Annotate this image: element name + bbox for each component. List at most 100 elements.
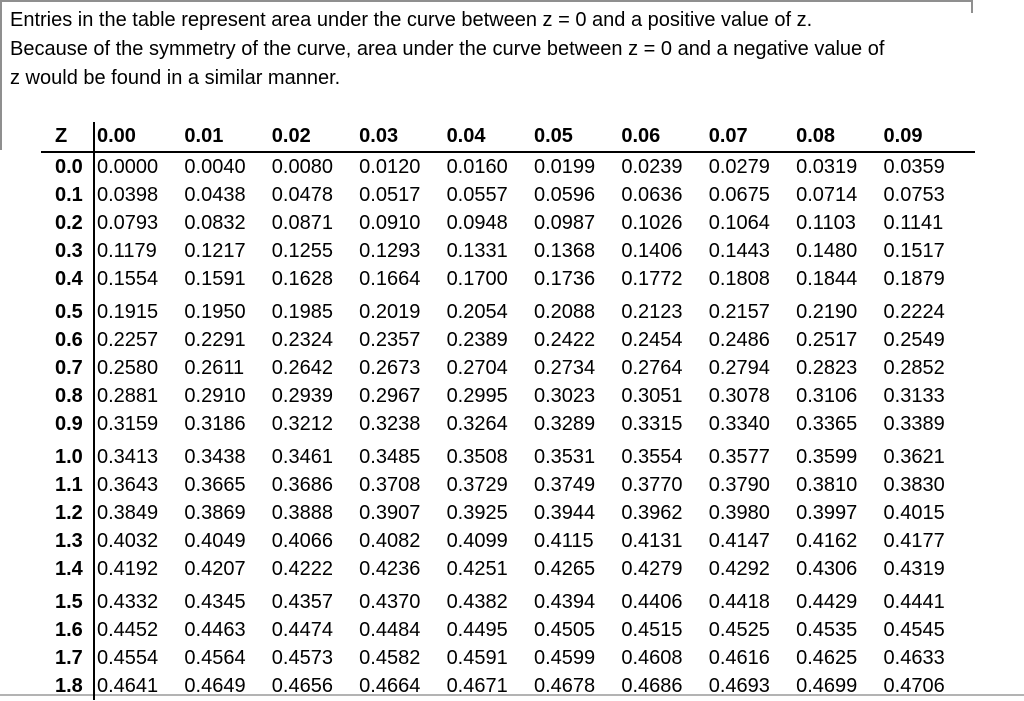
area-value-cell: 0.0675: [708, 184, 770, 206]
area-value-cell: 0.2823: [796, 357, 858, 379]
area-value-cell: 0.3365: [796, 413, 858, 435]
area-value-cell: 0.2454: [621, 329, 683, 351]
z-value-cell: 0.2: [55, 212, 83, 234]
table-row: 1.6 0.4452 0.4463 0.4474 0.4484 0.4495 0.4505 0…: [41, 616, 975, 644]
area-value-cell: 0.4394: [533, 591, 596, 613]
area-value-cell: 0.4236: [359, 558, 421, 580]
area-value-cell: 0.4162: [796, 530, 858, 552]
table-row-group: 1.0 0.3413 0.3438 0.3461 0.3485 0.3508 0.3531 0…: [41, 443, 975, 583]
area-value-cell: 0.1591: [184, 268, 246, 290]
area-value-cell: 0.1664: [359, 268, 421, 290]
z-value-cell: 0.0: [55, 156, 83, 178]
table-row: 0.7 0.2580 0.2611 0.2642 0.2673 0.2704 0.2734 0…: [41, 354, 975, 382]
area-value-cell: 0.4649: [184, 675, 246, 697]
frame-border-top-right-stub: [971, 0, 973, 13]
table-row: 1.0 0.3413 0.3438 0.3461 0.3485 0.3508 0.3531 0…: [41, 443, 975, 471]
area-value-cell: 0.3186: [184, 413, 246, 435]
column-header: 0.05: [533, 125, 573, 147]
area-value-cell: 0.4608: [621, 647, 683, 669]
z-value-cell: 1.7: [55, 647, 83, 669]
area-value-cell: 0.3962: [621, 502, 683, 524]
area-value-cell: 0.3554: [621, 446, 683, 468]
table-row: 0.5 0.1915 0.1950 0.1985 0.2019 0.2054 0.2088 0…: [41, 298, 975, 326]
area-value-cell: 0.4345: [184, 591, 246, 613]
area-value-cell: 0.0517: [359, 184, 421, 206]
area-value-cell: 0.4147: [708, 530, 770, 552]
area-value-cell: 0.4251: [446, 558, 508, 580]
area-value-cell: 0.4192: [97, 558, 159, 580]
column-header: 0.09: [883, 125, 923, 147]
area-value-cell: 0.3686: [271, 474, 333, 496]
area-value-cell: 0.0359: [883, 156, 945, 178]
area-value-cell: 0.1700: [446, 268, 508, 290]
column-header: 0.08: [796, 125, 836, 147]
area-value-cell: 0.3944: [533, 502, 596, 524]
area-value-cell: 0.1179: [97, 240, 157, 262]
area-value-cell: 0.3023: [533, 385, 596, 407]
area-value-cell: 0.3485: [359, 446, 421, 468]
column-header: 0.04: [446, 125, 486, 147]
area-value-cell: 0.1255: [271, 240, 333, 262]
area-value-cell: 0.3997: [796, 502, 858, 524]
area-value-cell: 0.3508: [446, 446, 508, 468]
table-row: 0.0 0.0000 0.0040 0.0080 0.0120 0.0160 0.0199 0…: [41, 153, 975, 181]
area-value-cell: 0.4699: [796, 675, 858, 697]
z-value-cell: 1.6: [55, 619, 83, 641]
column-header: 0.02: [271, 125, 311, 147]
area-value-cell: 0.3413: [97, 446, 159, 468]
z-value-cell: 1.5: [55, 591, 83, 613]
area-value-cell: 0.0714: [796, 184, 858, 206]
area-value-cell: 0.3643: [97, 474, 159, 496]
column-header: 0.00: [97, 125, 136, 147]
area-value-cell: 0.4049: [184, 530, 246, 552]
area-value-cell: 0.4591: [446, 647, 508, 669]
area-value-cell: 0.4564: [184, 647, 246, 669]
area-value-cell: 0.4656: [271, 675, 333, 697]
area-value-cell: 0.4554: [97, 647, 159, 669]
area-value-cell: 0.4686: [621, 675, 683, 697]
area-value-cell: 0.1064: [708, 212, 770, 234]
area-value-cell: 0.3289: [533, 413, 596, 435]
area-value-cell: 0.3264: [446, 413, 508, 435]
area-value-cell: 0.2357: [359, 329, 421, 351]
area-value-cell: 0.1026: [621, 212, 683, 234]
area-value-cell: 0.4599: [533, 647, 596, 669]
area-value-cell: 0.2389: [446, 329, 508, 351]
table-row: 0.9 0.3159 0.3186 0.3212 0.3238 0.3264 0.3289 0…: [41, 410, 975, 438]
z-value-cell: 1.0: [55, 446, 83, 468]
area-value-cell: 0.3577: [708, 446, 770, 468]
area-value-cell: 0.1808: [708, 268, 770, 290]
table-row: 1.7 0.4554 0.4564 0.4573 0.4582 0.4591 0.4599 0…: [41, 644, 975, 672]
area-value-cell: 0.0319: [796, 156, 858, 178]
area-value-cell: 0.4207: [184, 558, 246, 580]
area-value-cell: 0.4545: [883, 619, 945, 641]
area-value-cell: 0.2486: [708, 329, 770, 351]
area-value-cell: 0.0557: [446, 184, 508, 206]
area-value-cell: 0.4664: [359, 675, 421, 697]
area-value-cell: 0.2088: [533, 301, 596, 323]
area-value-cell: 0.4099: [446, 530, 508, 552]
z-value-cell: 1.2: [55, 502, 83, 524]
area-value-cell: 0.4066: [271, 530, 333, 552]
area-value-cell: 0.4131: [621, 530, 683, 552]
z-column-header: Z: [55, 125, 68, 147]
column-header: 0.03: [359, 125, 399, 147]
area-value-cell: 0.4429: [796, 591, 858, 613]
area-value-cell: 0.2054: [446, 301, 508, 323]
table-row: 1.5 0.4332 0.4345 0.4357 0.4370 0.4382 0.4394 0…: [41, 588, 975, 616]
area-value-cell: 0.2611: [184, 357, 245, 379]
area-value-cell: 0.3531: [533, 446, 596, 468]
area-value-cell: 0.2967: [359, 385, 421, 407]
z-value-cell: 1.1: [55, 474, 83, 496]
area-value-cell: 0.0279: [708, 156, 770, 178]
z-value-cell: 0.5: [55, 301, 83, 323]
area-value-cell: 0.4382: [446, 591, 508, 613]
area-value-cell: 0.4693: [708, 675, 770, 697]
area-value-cell: 0.1772: [621, 268, 683, 290]
table-header-row: Z 0.00 0.01 0.02 0.03 0.04 0.05 0.06 0.0…: [41, 122, 975, 153]
frame-border-left: [0, 0, 2, 150]
area-value-cell: 0.1331: [446, 240, 508, 262]
area-value-cell: 0.4573: [271, 647, 333, 669]
area-value-cell: 0.3810: [796, 474, 858, 496]
table-row: 0.3 0.1179 0.1217 0.1255 0.1293 0.1331 0.1368 0…: [41, 237, 975, 265]
